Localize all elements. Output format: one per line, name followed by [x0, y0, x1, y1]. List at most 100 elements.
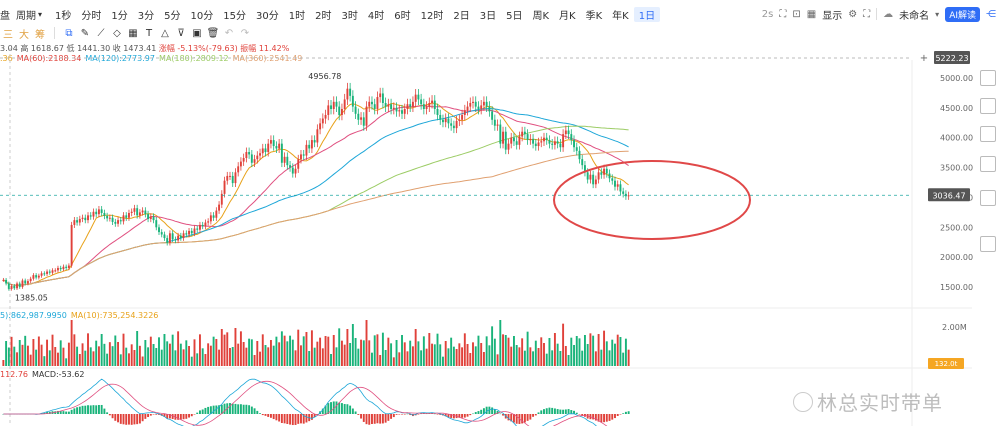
timeframe-tab[interactable]: 3分 [137, 10, 155, 22]
macd-bar [78, 406, 81, 414]
timeframe-tab[interactable]: 10分 [190, 10, 214, 22]
volume-bar [7, 347, 10, 366]
window-icon[interactable]: ▣ [192, 27, 202, 39]
macd-bar [302, 414, 305, 424]
timeframe-tab[interactable]: 月K [559, 10, 576, 22]
candle-body [108, 217, 111, 219]
candle-body [586, 172, 589, 180]
trash-icon[interactable]: 🗑 [206, 27, 220, 39]
candle-body [29, 278, 32, 282]
timeframe-tab[interactable]: 年K [612, 10, 629, 22]
volume-bar [433, 344, 436, 366]
macd-bar [283, 414, 286, 424]
sidebar-chat-icon[interactable] [980, 98, 996, 114]
panel-label: 盘 [0, 10, 10, 22]
price-axis-label: 4500.00 [940, 104, 973, 113]
line-tool-icon[interactable]: ⟋ [97, 27, 105, 39]
settings-gear-icon[interactable]: ⚙ [848, 8, 858, 20]
layout-name[interactable]: 未命名 [899, 10, 930, 22]
candle-body [130, 211, 133, 213]
timeframe-tab[interactable]: 1秒 [55, 10, 72, 22]
add-line-icon[interactable]: + [920, 53, 928, 64]
timeframe-tab[interactable]: 季K [585, 10, 603, 22]
candle-body [48, 271, 51, 273]
volume-bar [35, 349, 38, 366]
volume-bar [2, 360, 5, 366]
macd-bar [106, 412, 109, 414]
timeframe-tab[interactable]: 6时 [394, 10, 411, 22]
timeframe-tab[interactable]: 4时 [367, 10, 385, 22]
toolbar-right: 2s ⛶ ⊡ ▦ 显示 ⚙ ⛶ ☁ 未命名 ▾ AI解读 ⋲ [762, 4, 1000, 24]
volume-bar [619, 337, 622, 366]
candle-body [234, 172, 237, 184]
macd-bar [351, 408, 354, 414]
sidebar-calc-icon[interactable] [980, 156, 996, 172]
candle-body [578, 150, 581, 160]
macd-bar [480, 409, 483, 414]
timeframe-tab[interactable]: 2时 [315, 10, 332, 22]
macd-bar [474, 412, 477, 414]
macd-bar [59, 410, 62, 414]
timeframe-tab[interactable]: 1分 [111, 10, 128, 22]
timeframe-tab[interactable]: 5日 [506, 10, 523, 22]
timeframe-tab[interactable]: 5分 [164, 10, 181, 22]
glyph-left-icon[interactable]: 三 [3, 29, 13, 41]
refresh-speed[interactable]: 2s [761, 8, 774, 20]
timeframe-tab[interactable]: 1日 [633, 6, 661, 22]
macd-bar [534, 414, 537, 416]
volume-bar [229, 348, 231, 366]
timeframe-tab[interactable]: 3时 [341, 10, 358, 22]
candle-body [259, 153, 261, 156]
candle-body [376, 97, 379, 109]
volume-bar [136, 331, 139, 366]
timeframe-tab[interactable]: 1时 [288, 10, 306, 22]
grid-tool-icon[interactable]: ▦ [128, 27, 138, 39]
candle-body [447, 118, 450, 124]
filter-icon[interactable]: ⊽ [177, 27, 185, 39]
candle-body [193, 228, 196, 234]
redo-icon[interactable]: ↷ [240, 27, 250, 39]
timeframe-tab[interactable]: 分时 [81, 10, 102, 22]
macd-bar [321, 408, 324, 414]
volume-bar [562, 323, 565, 366]
macd-bar [338, 402, 341, 414]
volume-bar [212, 336, 215, 366]
glyph-big-icon[interactable]: 大 [19, 29, 29, 41]
timeframe-tab[interactable]: 15分 [223, 10, 246, 22]
timeframe-tab[interactable]: 12时 [420, 10, 444, 22]
fullscreen-icon[interactable]: ⛶ [863, 8, 871, 20]
volume-bar [510, 346, 513, 366]
shape-tool-icon[interactable]: △ [161, 27, 169, 39]
sidebar-layout-icon[interactable] [980, 70, 996, 86]
candle-body [204, 222, 207, 227]
candle-body [357, 113, 360, 120]
macd-bar [433, 413, 436, 415]
timeframe-tab[interactable]: 3日 [479, 10, 497, 22]
sidebar-alert-icon[interactable] [980, 236, 996, 252]
sidebar-list-icon[interactable] [980, 126, 996, 142]
dropdown-chevron-icon[interactable]: ▾ [935, 9, 940, 19]
expand-icon[interactable]: ⛶ [779, 8, 787, 20]
undo-icon[interactable]: ↶ [224, 27, 234, 39]
sidebar-news-icon[interactable] [980, 190, 996, 206]
timeframe-tab[interactable]: 30分 [255, 10, 279, 22]
pencil-icon[interactable]: ✎ [80, 27, 90, 39]
volume-bar [321, 348, 324, 366]
period-selector[interactable]: 周期 ▾ [16, 7, 50, 22]
eraser-icon[interactable]: ◇ [113, 27, 121, 39]
timeframe-tab[interactable]: 周K [532, 10, 550, 22]
copy-icon[interactable]: ⧉ [65, 27, 73, 39]
screenshot-icon[interactable]: ⊡ [792, 8, 801, 20]
text-tool-icon[interactable]: T [145, 27, 153, 39]
share-icon[interactable]: ⋲ [986, 8, 996, 20]
grid-icon[interactable]: ▦ [806, 8, 817, 20]
volume-bar [155, 348, 158, 366]
macd-bar [182, 414, 185, 420]
timeframe-tab[interactable]: 2日 [453, 10, 470, 22]
ai-interpret-button[interactable]: AI解读 [945, 6, 980, 22]
macd-bar [57, 410, 59, 414]
display-button[interactable]: 显示 [822, 10, 843, 22]
candle-body [409, 104, 412, 107]
glyph-mid-icon[interactable]: 筹 [35, 29, 45, 41]
